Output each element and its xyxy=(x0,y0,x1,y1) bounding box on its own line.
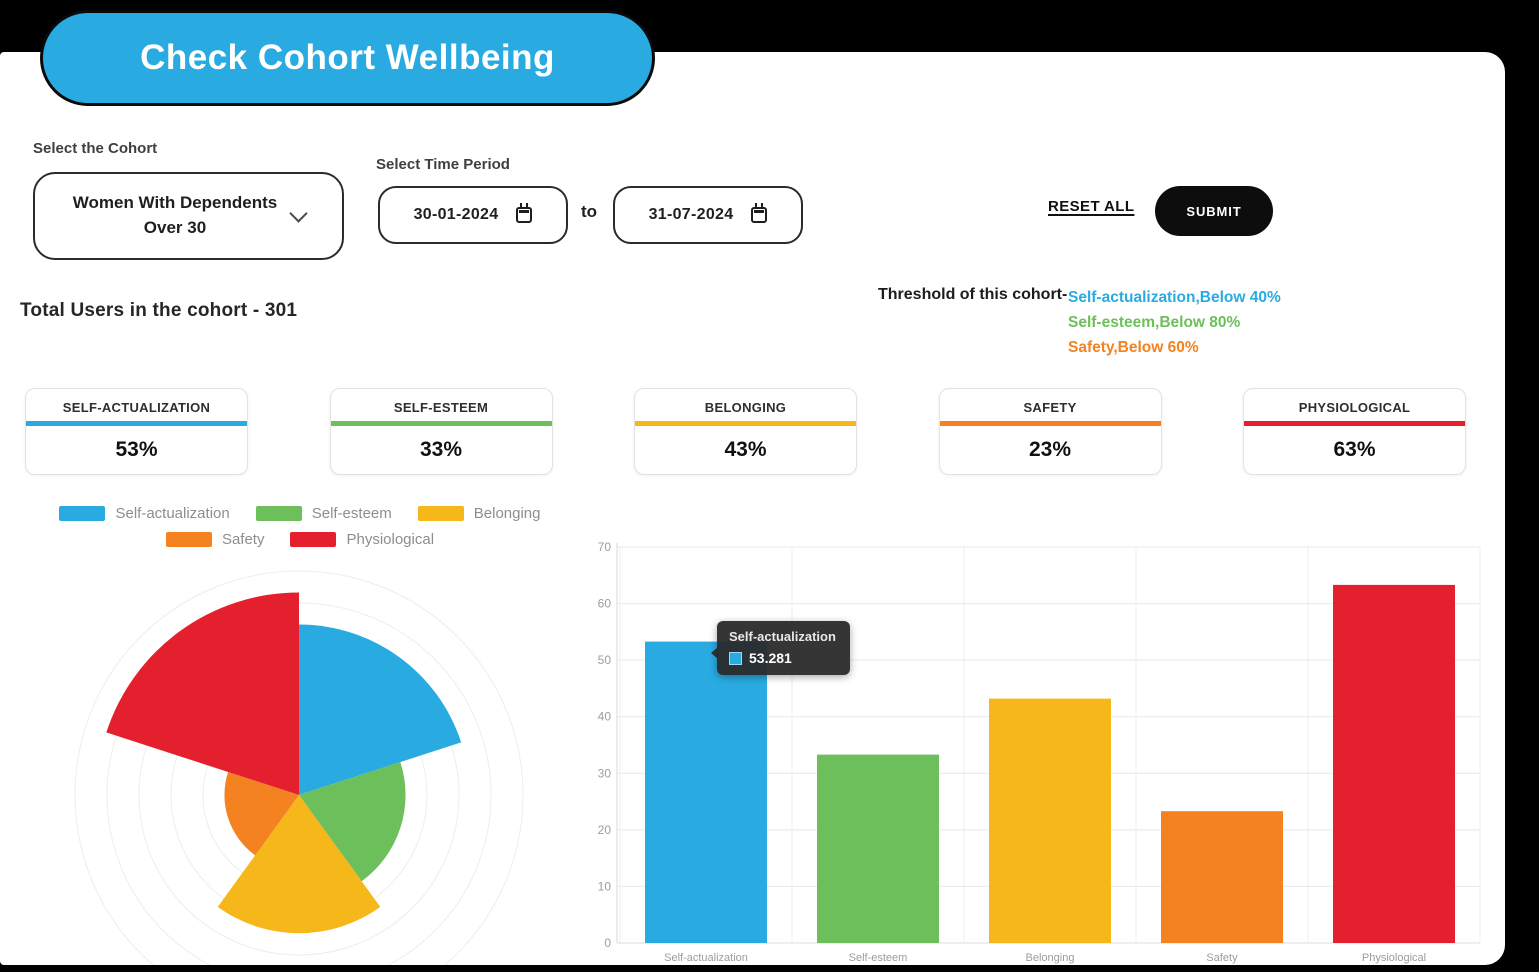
metric-card-value: 63% xyxy=(1333,438,1376,461)
tooltip-value: 53.281 xyxy=(749,650,792,666)
legend-item-belonging[interactable]: Belonging xyxy=(417,505,541,522)
legend-swatch xyxy=(290,532,337,547)
cohort-select-label: Select the Cohort xyxy=(33,140,158,157)
date-from-input[interactable]: 30-01-2024 xyxy=(378,186,568,244)
legend-item-self-actualization[interactable]: Self-actualization xyxy=(59,505,230,522)
metric-card-title: SELF-ESTEEM xyxy=(393,400,489,415)
date-from-value: 30-01-2024 xyxy=(413,206,499,223)
legend-item-safety[interactable]: Safety xyxy=(165,531,265,548)
metric-card-accent-line xyxy=(939,421,1161,426)
metric-card-accent-line xyxy=(330,421,552,426)
metric-card-value: 23% xyxy=(1028,438,1072,461)
x-category-label: Self-esteem xyxy=(849,952,908,964)
bar-safety[interactable] xyxy=(1161,811,1283,943)
bar-chart[interactable]: 0 10 20 30 40 50 60 70 Self-actualization Self-es… xyxy=(595,533,1505,965)
legend-item-self-esteem[interactable]: Self-esteem xyxy=(255,505,392,522)
metric-card-self-esteem: SELF-ESTEEM 33% xyxy=(329,388,553,475)
metric-card-physiological: PHYSIOLOGICAL 63% xyxy=(1243,388,1466,475)
metric-cards-row: SELF-ACTUALIZATION 53% SELF-ESTEEM 33% B… xyxy=(25,388,1466,475)
legend-swatch xyxy=(165,532,212,547)
polar-area-chart[interactable] xyxy=(0,555,600,965)
metric-card-title: PHYSIOLOGICAL xyxy=(1298,400,1411,415)
polar-sector-self-esteem[interactable] xyxy=(299,762,406,882)
polar-grid-circle xyxy=(74,570,524,965)
legend-item-physiological[interactable]: Physiological xyxy=(290,531,434,548)
metric-card-title: SELF-ACTUALIZATION xyxy=(62,400,211,415)
legend-label: Self-esteem xyxy=(311,505,392,522)
dashboard-panel: Select the Cohort Women With Dependents … xyxy=(0,52,1505,965)
legend-swatch xyxy=(59,506,106,521)
polar-sector-belonging[interactable] xyxy=(217,795,381,934)
polar-chart-legend: Self-actualization Self-esteem Belonging… xyxy=(0,505,600,557)
legend-swatch xyxy=(417,506,464,521)
page-title-badge: Check Cohort Wellbeing xyxy=(40,10,655,106)
polar-sector-physiological[interactable] xyxy=(106,592,299,795)
reset-all-link[interactable]: RESET ALL xyxy=(1048,198,1135,215)
total-users-text: Total Users in the cohort - 301 xyxy=(20,300,297,322)
metric-card-accent-line xyxy=(1244,421,1465,426)
threshold-label: Threshold of this cohort- xyxy=(878,286,1068,303)
metric-card-belonging: BELONGING 43% xyxy=(634,388,857,475)
y-tick-label: 40 xyxy=(598,710,612,724)
y-tick-label: 30 xyxy=(598,766,612,780)
cohort-select-value: Women With Dependents Over 30 xyxy=(72,193,278,237)
threshold-self-actualization: Self-actualization,Below 40% xyxy=(1068,289,1281,306)
legend-swatch xyxy=(255,506,302,521)
bar-chart-svg[interactable]: 0 10 20 30 40 50 60 70 Self-actualization Self-es… xyxy=(595,533,1505,965)
y-tick-label: 60 xyxy=(598,597,612,611)
date-to-input[interactable]: 31-07-2024 xyxy=(613,186,803,244)
chart-tooltip: Self-actualization 53.281 xyxy=(711,621,850,675)
metric-card-title: BELONGING xyxy=(704,400,787,415)
bar-belonging[interactable] xyxy=(989,698,1111,943)
legend-label: Belonging xyxy=(473,505,541,522)
x-category-label: Safety xyxy=(1206,952,1238,964)
metric-card-value: 33% xyxy=(419,438,463,461)
date-to-value: 31-07-2024 xyxy=(648,206,734,223)
calendar-icon[interactable] xyxy=(516,203,533,223)
y-tick-label: 50 xyxy=(598,653,612,667)
metric-card-value: 53% xyxy=(115,438,158,461)
bar-self-actualization[interactable] xyxy=(645,641,767,943)
y-tick-label: 70 xyxy=(598,540,612,554)
metric-card-safety: SAFETY 23% xyxy=(938,388,1162,475)
chevron-down-icon xyxy=(288,203,308,223)
polar-sector-self-actualization[interactable] xyxy=(299,624,462,795)
threshold-self-esteem: Self-esteem,Below 80% xyxy=(1068,314,1241,331)
polar-chart-svg[interactable] xyxy=(0,555,600,965)
date-range-to-text: to xyxy=(581,202,598,221)
legend-label: Self-actualization xyxy=(115,505,230,522)
x-category-label: Belonging xyxy=(1026,952,1075,964)
metric-card-accent-line xyxy=(26,421,247,426)
tooltip-title: Self-actualization xyxy=(729,629,836,644)
metric-card-self-actualization: SELF-ACTUALIZATION 53% xyxy=(25,388,248,475)
metric-card-title: SAFETY xyxy=(1023,400,1077,415)
metric-card-accent-line xyxy=(635,421,856,426)
threshold-safety: Safety,Below 60% xyxy=(1068,339,1199,356)
x-category-label: Self-actualization xyxy=(664,952,748,964)
submit-button[interactable]: SUBMIT xyxy=(1155,186,1273,236)
bar-physiological[interactable] xyxy=(1333,584,1455,943)
metric-card-value: 43% xyxy=(724,438,767,461)
y-tick-label: 20 xyxy=(598,823,612,837)
cohort-select[interactable]: Women With Dependents Over 30 xyxy=(33,172,344,260)
y-tick-label: 0 xyxy=(604,936,611,950)
total-users-label: Total Users in the cohort - xyxy=(20,300,265,321)
legend-label: Safety xyxy=(221,531,265,548)
polar-sector-safety[interactable] xyxy=(224,771,299,856)
legend-label: Physiological xyxy=(346,531,435,548)
tooltip-series-swatch xyxy=(729,651,742,665)
time-period-label: Select Time Period xyxy=(376,156,510,173)
threshold-lines: Self-actualization,Below 40% Self-esteem… xyxy=(1068,285,1281,360)
calendar-icon[interactable] xyxy=(751,203,768,223)
x-category-label: Physiological xyxy=(1362,952,1426,964)
bar-self-esteem[interactable] xyxy=(817,754,939,943)
y-tick-label: 10 xyxy=(598,879,612,893)
total-users-value: 301 xyxy=(264,300,298,321)
page-title: Check Cohort Wellbeing xyxy=(140,38,555,77)
